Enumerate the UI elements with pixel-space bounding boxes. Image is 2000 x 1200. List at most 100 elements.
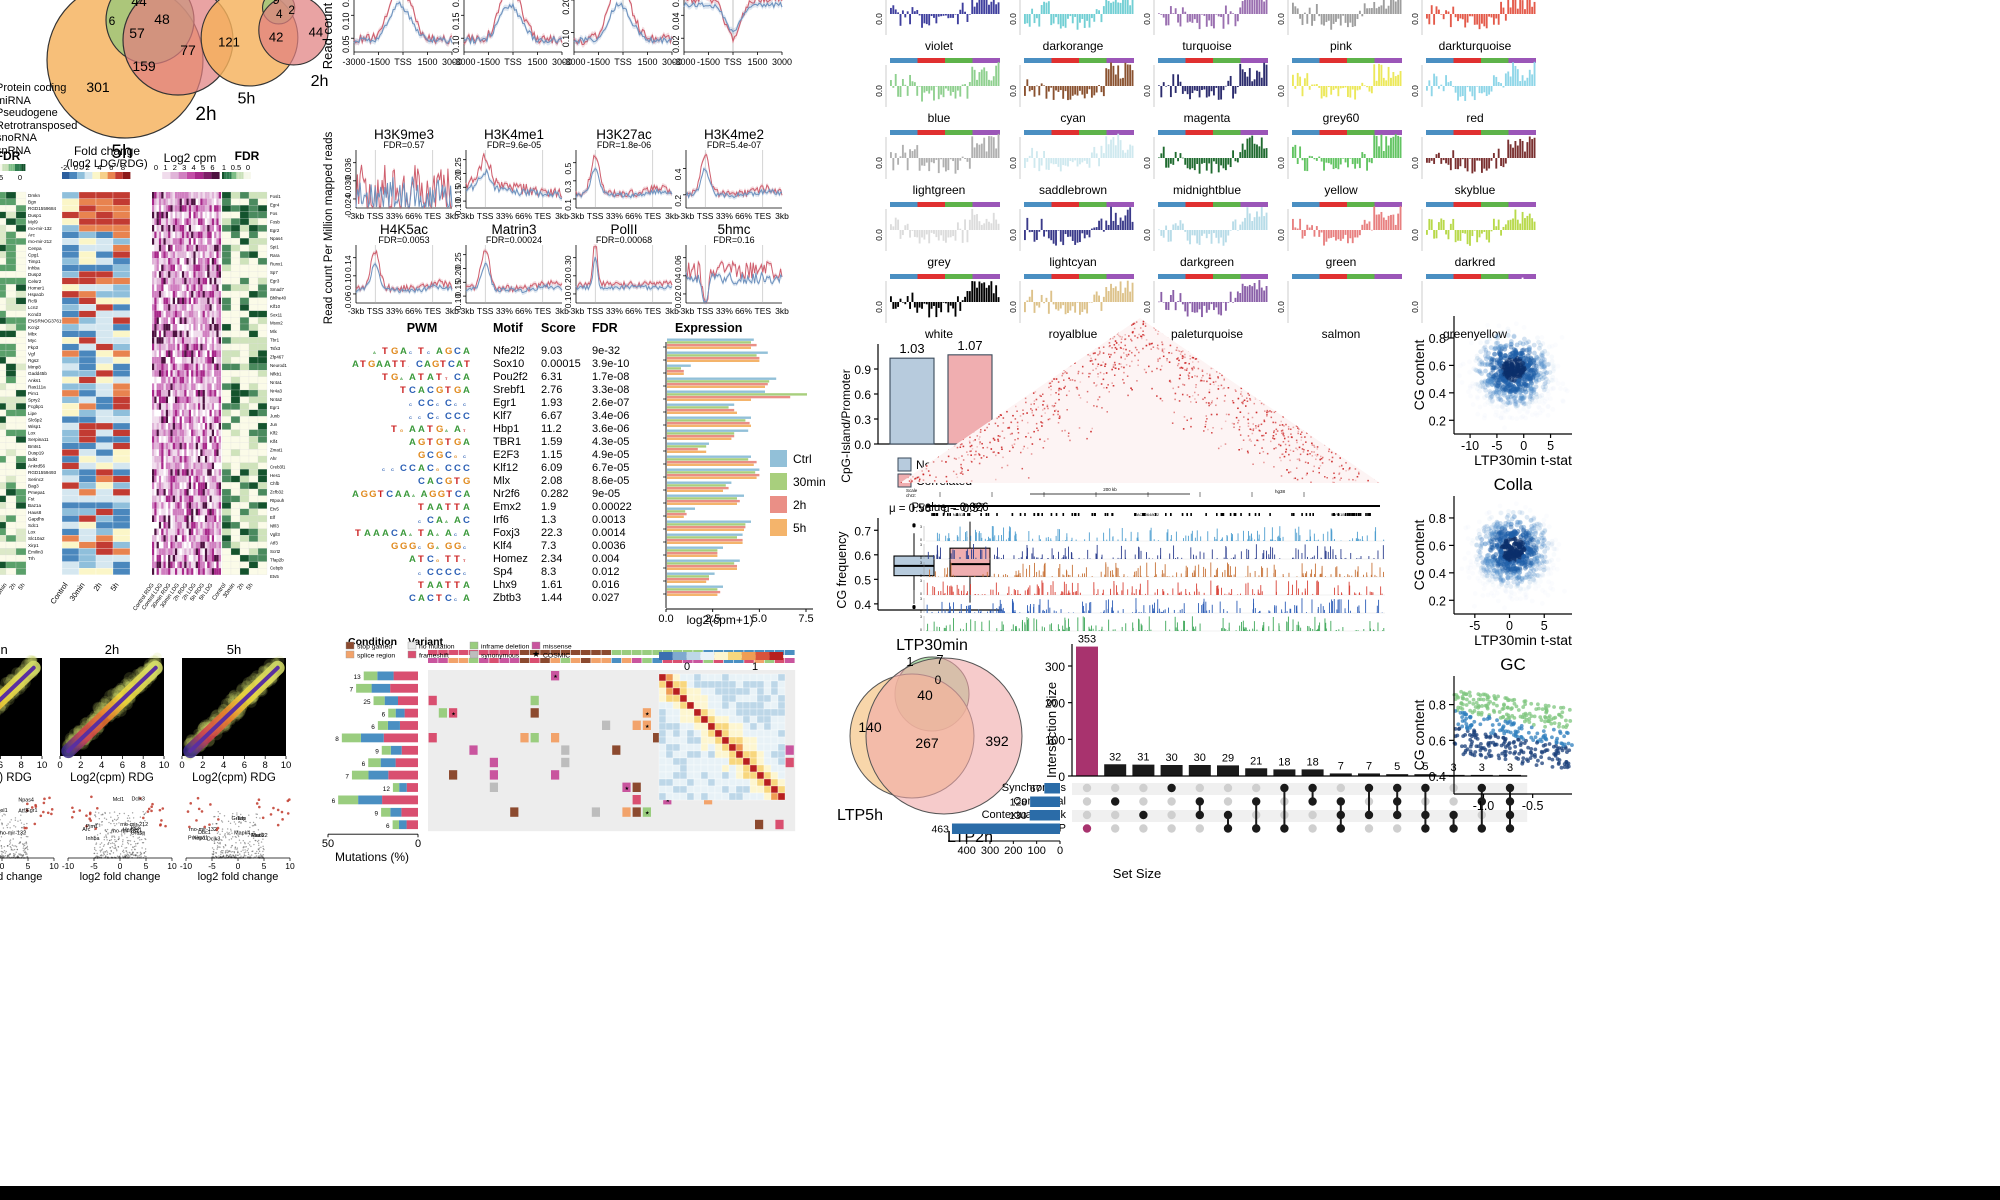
volcano-point bbox=[228, 839, 230, 841]
hm-cell bbox=[61, 403, 80, 410]
hm-cell bbox=[218, 291, 221, 298]
hm-cell bbox=[165, 489, 169, 496]
hm-cell bbox=[207, 297, 210, 305]
hm-cell bbox=[156, 456, 159, 463]
volcano-point bbox=[115, 819, 118, 821]
venn-value-green: 44 bbox=[131, 0, 147, 9]
volcano-point bbox=[101, 824, 103, 826]
hm-cell bbox=[221, 403, 232, 410]
hm-cell bbox=[186, 495, 189, 503]
hm-cell bbox=[230, 548, 241, 556]
hm-cell bbox=[152, 489, 155, 496]
volcano-point bbox=[227, 833, 229, 835]
hm-cell bbox=[209, 482, 212, 489]
volcano-point bbox=[221, 821, 224, 823]
volcano-point bbox=[118, 812, 121, 815]
hm-cell bbox=[198, 469, 201, 476]
hm-cell bbox=[193, 244, 196, 252]
hm-cell bbox=[191, 350, 194, 357]
volcano-point bbox=[262, 854, 264, 856]
hm-cell bbox=[177, 469, 180, 476]
hm-cell bbox=[214, 429, 217, 437]
hm-gene-label-left: Wisp1 bbox=[28, 424, 41, 429]
hm-cell bbox=[214, 231, 217, 239]
hm-cell bbox=[172, 502, 175, 509]
hm-cell bbox=[168, 502, 171, 509]
hm-cell bbox=[230, 515, 241, 523]
hm-cell bbox=[156, 561, 159, 569]
hm-gene-label-left: Sdc1 bbox=[28, 523, 39, 528]
hm-cell bbox=[95, 211, 114, 219]
volcano-point bbox=[0, 811, 1, 814]
hm-cell bbox=[239, 337, 250, 344]
hm-cell bbox=[198, 218, 201, 225]
hm-cell bbox=[216, 244, 219, 252]
hm-cell bbox=[175, 297, 178, 305]
volcano-point bbox=[219, 841, 221, 844]
hm-fdrl-col-label: 2h bbox=[9, 583, 18, 592]
volcano-point bbox=[128, 839, 130, 842]
hm-cell bbox=[154, 271, 157, 278]
hm-cell bbox=[0, 389, 7, 397]
volcano-point bbox=[94, 824, 97, 826]
chip-xtick-label: 66% bbox=[405, 211, 422, 221]
hm-cell bbox=[165, 462, 169, 470]
hm-cell bbox=[177, 284, 180, 291]
hm-gene-label-right: Klf2 bbox=[270, 431, 278, 436]
volcano-point bbox=[95, 849, 97, 852]
hm-cell bbox=[207, 324, 210, 331]
hm-cell bbox=[168, 416, 171, 423]
hm-cell bbox=[204, 416, 208, 423]
chip-fdr: FDR=0.0053 bbox=[378, 235, 429, 245]
hm-cell bbox=[230, 323, 241, 331]
dens-xtick-label: 4 bbox=[221, 760, 226, 771]
volcano-gene-label: Meox2 bbox=[251, 833, 267, 839]
biotype-item: miRNA bbox=[0, 94, 31, 107]
hm-cell bbox=[216, 475, 219, 483]
hm-cell bbox=[175, 330, 178, 338]
hm-cell bbox=[78, 297, 97, 305]
chip-ytick-label: 0.024 bbox=[343, 194, 353, 216]
volcano-point bbox=[114, 840, 117, 843]
hm-cell bbox=[161, 363, 164, 371]
hm-cell bbox=[5, 535, 17, 542]
hm-cell bbox=[198, 284, 201, 291]
hm-cell bbox=[193, 343, 196, 351]
hm-cell bbox=[78, 422, 97, 430]
hm-cell bbox=[248, 436, 259, 443]
hm-cell bbox=[95, 304, 114, 311]
hm-cell bbox=[172, 304, 175, 311]
hm-cell bbox=[198, 357, 201, 364]
hm-cell bbox=[221, 442, 232, 450]
hm-cell bbox=[177, 297, 180, 305]
hm-cell bbox=[230, 271, 241, 278]
venn2-label-5h: 5h bbox=[237, 89, 255, 107]
hm-cell bbox=[230, 508, 241, 516]
hm-cell bbox=[15, 317, 27, 325]
hm-cell bbox=[172, 370, 175, 377]
hm-cell bbox=[209, 502, 212, 509]
hm-cell bbox=[172, 350, 175, 357]
hm-cell bbox=[172, 561, 175, 569]
hm-cell bbox=[186, 284, 189, 291]
hm-cell bbox=[181, 568, 185, 575]
hm-cell bbox=[216, 271, 219, 278]
hm-cell bbox=[198, 390, 201, 397]
hm-cell bbox=[221, 495, 232, 503]
hm-fdrr-col-label: 2h bbox=[237, 583, 246, 592]
hm-fc-tick: 0 bbox=[74, 163, 78, 172]
hm-cell bbox=[61, 495, 80, 503]
volcano-point bbox=[231, 815, 234, 817]
hm-gene-label-left: Lipe bbox=[28, 411, 37, 416]
hm-cell bbox=[188, 357, 192, 364]
hm-cell bbox=[209, 423, 212, 430]
hm-gene-label-right: Rtpouh bbox=[270, 498, 285, 503]
hm-cell bbox=[15, 383, 27, 391]
volcano-point bbox=[18, 831, 20, 833]
hm-cell bbox=[165, 192, 169, 199]
hm-cell bbox=[186, 317, 189, 324]
hm-cell bbox=[152, 277, 155, 285]
hm-cell bbox=[172, 376, 175, 384]
hm-cell bbox=[200, 489, 203, 496]
